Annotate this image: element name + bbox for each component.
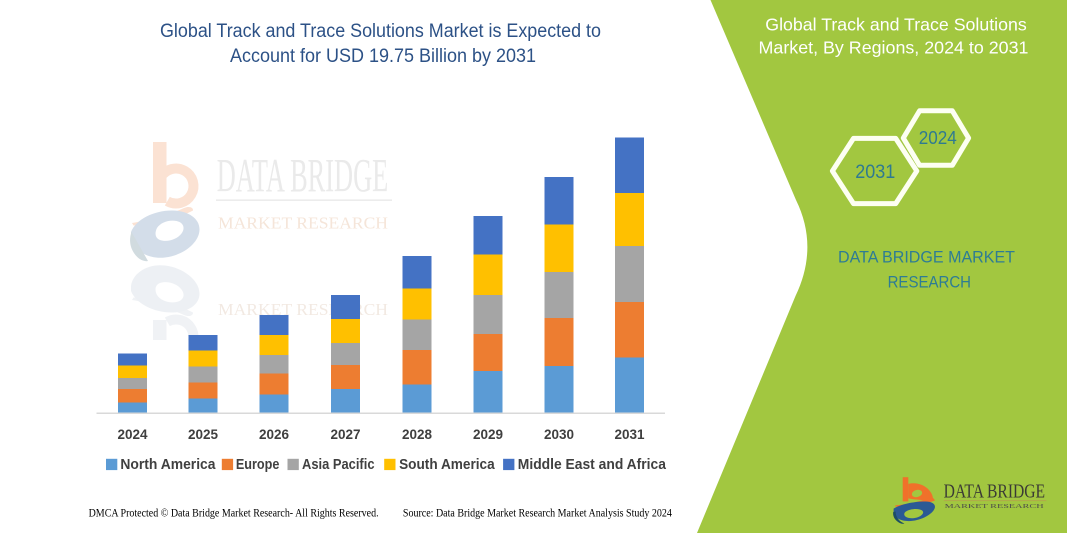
svg-text:DATA BRIDGE MARKET: DATA BRIDGE MARKET [838, 248, 1015, 267]
svg-text:2031: 2031 [855, 162, 895, 183]
svg-text:2024: 2024 [919, 128, 957, 148]
svg-text:Global Track and Trace Solutio: Global Track and Trace Solutions [765, 15, 1027, 35]
svg-text:2026: 2026 [259, 427, 290, 442]
svg-text:2028: 2028 [402, 427, 433, 442]
svg-text:MARKET RESEARCH: MARKET RESEARCH [945, 503, 1045, 510]
svg-text:South America: South America [399, 456, 495, 473]
svg-text:Europe: Europe [236, 456, 280, 473]
svg-text:2030: 2030 [544, 427, 574, 442]
svg-text:Account for USD 19.75 Billion: Account for USD 19.75 Billion by 2031 [230, 46, 536, 67]
svg-text:2027: 2027 [330, 427, 360, 442]
svg-text:DMCA Protected © Data Bridge M: DMCA Protected © Data Bridge Market Rese… [89, 506, 379, 520]
svg-text:Market, By Regions, 2024 to 20: Market, By Regions, 2024 to 2031 [759, 38, 1029, 58]
svg-text:2025: 2025 [188, 427, 219, 442]
svg-text:Global Track and Trace Solutio: Global Track and Trace Solutions Market … [160, 21, 601, 42]
svg-text:Asia Pacific: Asia Pacific [302, 456, 375, 473]
svg-text:North America: North America [120, 456, 216, 473]
svg-text:2029: 2029 [473, 427, 503, 442]
svg-text:DATA BRIDGE: DATA BRIDGE [217, 150, 389, 203]
svg-text:Source: Data Bridge Market Res: Source: Data Bridge Market Research Mark… [403, 506, 672, 520]
svg-text:Middle East and Africa: Middle East and Africa [518, 456, 667, 473]
svg-text:DATA BRIDGE: DATA BRIDGE [944, 480, 1046, 502]
svg-text:RESEARCH: RESEARCH [888, 273, 971, 292]
svg-text:MARKET RESEARCH: MARKET RESEARCH [218, 300, 388, 319]
svg-text:MARKET RESEARCH: MARKET RESEARCH [218, 214, 388, 233]
svg-text:2024: 2024 [117, 427, 148, 442]
svg-text:2031: 2031 [614, 427, 645, 442]
